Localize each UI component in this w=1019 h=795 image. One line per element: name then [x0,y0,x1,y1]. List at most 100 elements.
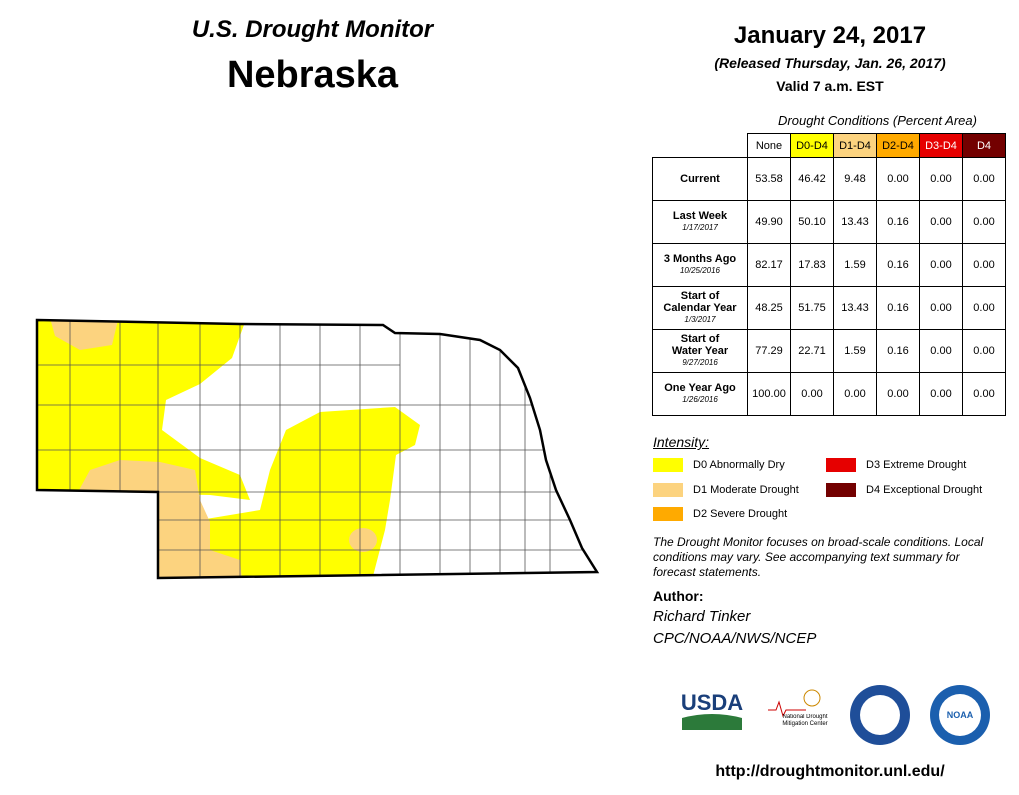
legend-label: D2 Severe Drought [693,508,788,520]
cell-value: 0.00 [790,372,834,416]
header-row: None D0-D4 D1-D4 D2-D4 D3-D4 D4 [653,133,1006,158]
cell-value: 0.16 [876,243,920,287]
cell-value: 0.00 [962,157,1006,201]
legend-item: D4 Exceptional Drought [826,483,982,497]
county-lines [37,320,585,578]
legend-title: Intensity: [653,434,710,450]
legend-item: D1 Moderate Drought [653,483,799,497]
row-label: Last Week 1/17/2017 [652,200,748,244]
row-label: 3 Months Ago 10/25/2016 [652,243,748,287]
cell-value: 0.16 [876,329,920,373]
legend-swatch [653,483,683,497]
cell-value: 46.42 [790,157,834,201]
table-row: Start of Calendar Year 1/3/2017 48.25 51.75 1… [652,286,1006,330]
cell-value: 0.00 [962,243,1006,287]
table-row: 3 Months Ago 10/25/2016 82.17 17.83 1.59 0.16… [652,243,1006,287]
row-date: 9/27/2016 [682,358,718,367]
cell-value: 1.59 [833,243,877,287]
note: The Drought Monitor focuses on broad-sca… [653,535,984,579]
legend-swatch [653,458,683,472]
author-label: Author: [653,588,704,604]
cell-value: 51.75 [790,286,834,330]
legend-label: D3 Extreme Drought [866,459,967,471]
url: http://droughtmonitor.unl.edu/ [715,763,945,780]
cell-value: 22.71 [790,329,834,373]
valid-time: Valid 7 a.m. EST [776,78,884,94]
cell-value: 0.00 [919,329,963,373]
row-date: 1/26/2016 [682,395,718,404]
table-row: Last Week 1/17/2017 49.90 50.10 13.43 0.16 0.0… [652,200,1006,244]
noaa-logo: NOAA [947,710,974,720]
cell-value: 82.17 [747,243,791,287]
column-header: None [747,133,791,158]
noaa-inner [939,694,981,736]
cell-value: 13.43 [833,286,877,330]
stats-table: None D0-D4 D1-D4 D2-D4 D3-D4 D4 Current 53.58 46… [652,133,1006,416]
column-header: D3-D4 [919,133,963,158]
row-date: 1/17/2017 [682,223,718,232]
legend-item: D3 Extreme Drought [826,458,966,472]
row-label-text: Water Year [671,345,729,357]
cell-value: 13.43 [833,200,877,244]
usda-field [682,714,742,730]
state-outline [35,318,600,580]
column-header: D0-D4 [790,133,834,158]
cell-value: 53.58 [747,157,791,201]
cell-value: 0.00 [919,286,963,330]
cell-value: 0.00 [919,243,963,287]
d0-area [37,320,250,500]
cell-value: 9.48 [833,157,877,201]
row-label-text: Start of [680,333,720,345]
title: U.S. Drought Monitor [191,16,434,43]
cell-value: 17.83 [790,243,834,287]
cell-value: 0.00 [962,200,1006,244]
legend-item: D2 Severe Drought [653,507,787,521]
row-label: One Year Ago 1/26/2016 [652,372,748,416]
cell-value: 0.00 [919,200,963,244]
ndmc-logo: National Drought Mitigation Center [782,714,828,727]
row-date: 10/25/2016 [679,266,721,275]
cell-value: 0.00 [962,372,1006,416]
logos: USDA National Drought Mitigation Center … [681,685,990,745]
blank-cell [653,134,748,158]
row-label-text: Current [680,173,720,185]
ndmc-line [768,700,806,718]
d1-area [349,528,377,552]
d1-area [50,320,118,350]
row-label-text: Calendar Year [663,302,737,314]
cell-value: 49.90 [747,200,791,244]
cell-value: 0.16 [876,200,920,244]
doc-seal-inner [860,695,900,735]
row-label: Current [652,157,748,201]
legend-swatch [826,483,856,497]
cell-value: 0.00 [876,372,920,416]
column-header: D4 [962,133,1006,158]
row-label: Start of Water Year 9/27/2016 [652,329,748,373]
column-header: D2-D4 [876,133,920,158]
legend-item: D0 Abnormally Dry [653,458,785,472]
table-caption: Drought Conditions (Percent Area) [778,113,977,128]
cell-value: 48.25 [747,286,791,330]
row-label-text: One Year Ago [664,382,736,394]
legend-label: D0 Abnormally Dry [693,459,785,471]
row-label: Start of Calendar Year 1/3/2017 [652,286,748,330]
map [35,318,600,580]
row-label-text: Start of [680,290,720,302]
row-label-text: 3 Months Ago [663,253,737,265]
cell-value: 77.29 [747,329,791,373]
column-header: D1-D4 [833,133,877,158]
date: January 24, 2017 [733,22,927,49]
state-name: Nebraska [226,54,399,96]
row-label-text: Last Week [672,210,728,222]
row-date: 1/3/2017 [684,315,716,324]
cell-value: 1.59 [833,329,877,373]
cell-value: 0.00 [962,286,1006,330]
author-name: Richard Tinker [653,608,751,625]
cell-value: 50.10 [790,200,834,244]
release-date: (Released Thursday, Jan. 26, 2017) [714,55,946,71]
usda-logo: USDA [681,690,743,715]
author-org: CPC/NOAA/NWS/NCEP [653,630,817,647]
cell-value: 0.00 [876,157,920,201]
cell-value: 0.00 [962,329,1006,373]
cell-value: 0.00 [833,372,877,416]
